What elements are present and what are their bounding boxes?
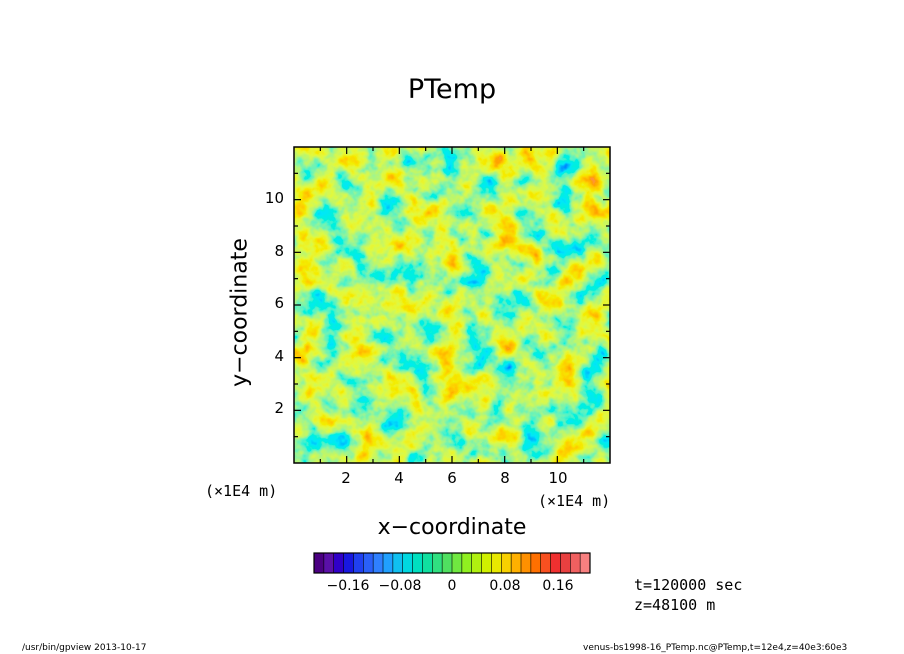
colorbar-swatch [343, 553, 354, 573]
colorbar-swatch [560, 553, 571, 573]
colorbar-tick-label: 0.16 [542, 578, 574, 594]
y-axis-unit: (×1E4 m) [205, 482, 278, 500]
colorbar-swatch [491, 553, 502, 573]
x-tick-label: 4 [394, 469, 404, 487]
y-tick-label: 10 [264, 189, 284, 207]
colorbar-swatch [314, 553, 325, 573]
colorbar-swatch [481, 553, 492, 573]
colorbar-swatch [501, 553, 512, 573]
colorbar-swatch [412, 553, 423, 573]
colorbar-swatch [363, 553, 374, 573]
colorbar-swatch [570, 553, 581, 573]
colorbar-tick-label: −0.08 [378, 578, 422, 594]
colorbar-swatch [540, 553, 551, 573]
y-axis-label: y−coordinate [227, 238, 253, 387]
x-tick-label: 10 [548, 469, 568, 487]
y-tick-label: 6 [274, 294, 284, 312]
y-tick-label: 8 [274, 242, 284, 260]
y-tick-label: 4 [274, 347, 284, 365]
colorbar-swatch [580, 553, 591, 573]
x-tick-label: 2 [341, 469, 351, 487]
colorbar-swatch [373, 553, 384, 573]
colorbar-swatch [550, 553, 561, 573]
colorbar-swatch [323, 553, 335, 573]
footer-source: venus-bs1998-16_PTemp.nc@PTemp,t=12e4,z=… [583, 643, 848, 653]
x-tick-label: 8 [500, 469, 510, 487]
colorbar-swatch [392, 553, 404, 573]
heatmap-field [294, 147, 610, 463]
colorbar-tick-label: 0 [447, 578, 457, 594]
colorbar-swatch [383, 553, 394, 573]
colorbar-swatch [521, 553, 532, 573]
colorbar-swatch [353, 553, 364, 573]
height-annotation: z=48100 m [634, 596, 716, 614]
x-axis-label: x−coordinate [377, 515, 527, 540]
y-tick-label: 2 [274, 399, 284, 417]
footer-program: /usr/bin/gpview 2013-10-17 [22, 643, 147, 653]
colorbar-swatch [442, 553, 453, 573]
colorbar-swatch [461, 553, 473, 573]
colorbar-swatch [422, 553, 433, 573]
x-axis-unit: (×1E4 m) [538, 492, 611, 510]
time-annotation: t=120000 sec [634, 576, 743, 594]
chart-title: PTemp [407, 74, 497, 105]
colorbar [313, 552, 591, 574]
colorbar-tick-label: −0.16 [326, 578, 370, 594]
axis-ticks [294, 147, 610, 463]
colorbar-swatch [402, 553, 413, 573]
colorbar-swatch [452, 553, 463, 573]
colorbar-swatch [530, 553, 542, 573]
colorbar-tick-label: 0.08 [489, 578, 521, 594]
colorbar-swatch [511, 553, 522, 573]
colorbar-swatch [471, 553, 482, 573]
x-tick-label: 6 [447, 469, 457, 487]
heatmap-plot [293, 146, 611, 464]
colorbar-swatch [432, 553, 443, 573]
colorbar-swatch [333, 553, 344, 573]
colorbar-frame [313, 552, 591, 574]
